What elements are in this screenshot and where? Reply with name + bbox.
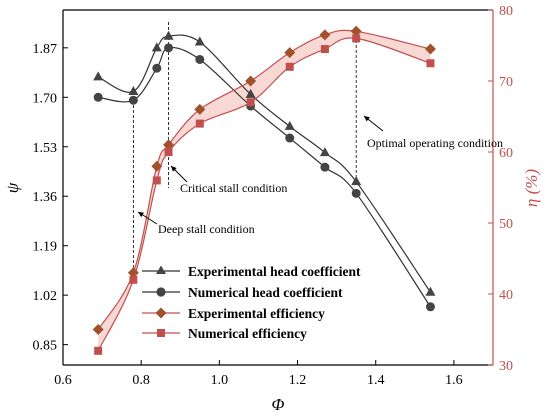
point-num-head [195,54,205,64]
circle-marker-icon [156,287,166,297]
square-marker-icon [157,329,165,337]
x-tick-label: 0.6 [54,373,72,388]
x-tick-label: 1.0 [211,373,229,388]
y-left-tick-label: 0.85 [33,339,58,354]
point-num-head [152,63,162,73]
point-exp-head [351,176,362,186]
y-right-tick-label: 40 [499,288,513,303]
series-line-num-head [98,46,431,308]
triangle-marker-icon [156,265,166,274]
arrow-head-icon [138,212,144,218]
y-left-axis-title: ψ [3,182,22,193]
point-num-eff [195,119,204,128]
svg-text:Experimental head coefficient: Experimental head coefficient [188,264,361,279]
point-exp-head [245,88,256,98]
y-right-axis-title: η (%) [522,169,541,208]
svg-text:Numerical head coefficient: Numerical head coefficient [188,285,343,300]
point-exp-head [194,36,205,46]
arrow-head-icon [364,116,370,122]
series-line-exp-eff [97,29,431,330]
point-num-head [351,188,361,198]
point-num-head [93,92,103,102]
legend-item-exp-head: Experimental head coefficient [142,264,361,279]
arrow-head-icon [171,166,177,172]
point-num-eff [164,148,173,156]
point-exp-eff [350,25,362,37]
y-right-tick-label: 30 [499,359,513,374]
annotation-optimal: Optimal operating condition [367,136,503,150]
x-axis-title: Φ [272,395,285,414]
y-right-tick-label: 70 [499,75,513,90]
y-right-tick-label: 80 [499,4,513,19]
series-line-num-eff [97,37,431,352]
point-exp-head [163,30,174,40]
svg-text:Experimental efficiency: Experimental efficiency [188,306,325,321]
y-left-tick-label: 1.70 [33,91,58,106]
x-tick-label: 1.4 [367,373,385,388]
annotation-critical-stall: Critical stall condition [180,181,287,195]
y-left-tick-label: 1.87 [33,42,58,57]
x-tick-label: 1.6 [445,373,463,388]
x-tick-label: 1.2 [289,373,307,388]
diamond-marker-icon [155,307,167,319]
point-exp-eff [284,47,296,59]
y-right-tick-label: 50 [499,217,513,232]
point-num-eff [246,98,255,107]
point-exp-eff [245,75,257,87]
point-num-eff [320,45,329,54]
x-tick-label: 0.8 [132,373,150,388]
series-line-exp-head [97,34,431,293]
point-num-head [285,133,295,143]
point-exp-head [425,286,436,296]
y-left-tick-label: 1.19 [33,240,58,255]
point-exp-head [284,120,295,130]
annotation-deep-stall: Deep stall condition [158,222,255,236]
point-num-eff [94,346,103,355]
point-num-eff [285,62,294,71]
point-exp-head [319,147,330,157]
legend-item-num-head: Numerical head coefficient [142,285,343,300]
point-num-eff [426,59,435,68]
point-exp-head [151,42,162,52]
y-left-tick-label: 1.53 [33,141,58,156]
point-exp-eff [92,324,104,335]
point-num-head [164,43,174,53]
y-left-tick-label: 1.02 [33,289,58,304]
point-exp-head [93,71,104,81]
point-num-head [128,95,138,105]
legend-item-exp-eff: Experimental efficiency [142,306,325,321]
y-left-tick-label: 1.36 [33,190,58,205]
legend-item-num-eff: Numerical efficiency [142,326,307,341]
point-num-eff [152,176,161,185]
point-exp-eff [319,29,331,41]
y-right-tick-label: 60 [499,146,513,161]
point-exp-eff [424,43,436,55]
point-num-head [425,302,435,312]
point-exp-head [128,85,139,95]
point-exp-eff [194,103,206,115]
point-num-eff [129,275,138,284]
point-num-eff [352,34,361,43]
legend: Experimental head coefficient Numerical … [142,264,361,341]
svg-text:Numerical efficiency: Numerical efficiency [188,326,307,341]
point-num-head [320,162,330,172]
